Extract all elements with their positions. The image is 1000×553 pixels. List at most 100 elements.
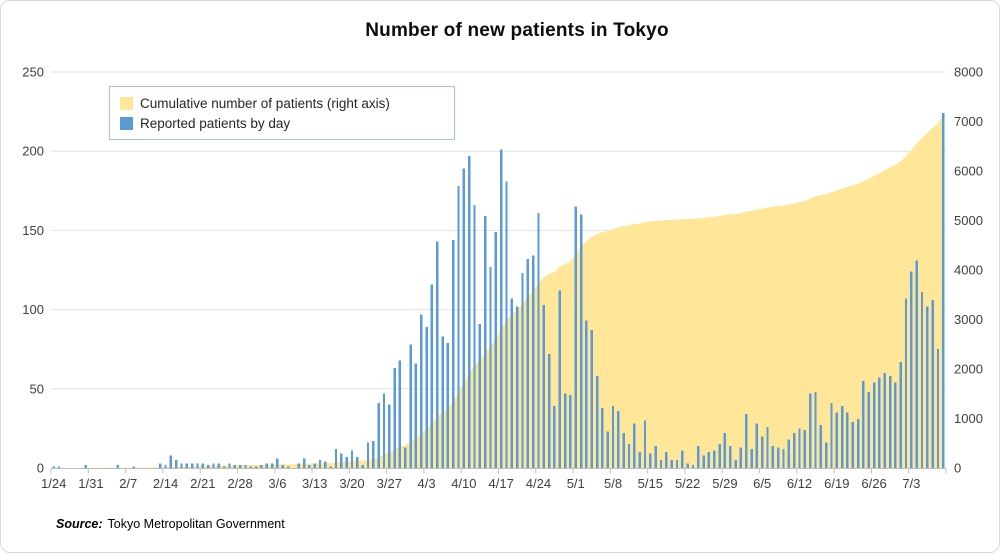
daily-bar	[414, 363, 418, 468]
daily-bar	[164, 464, 167, 468]
daily-bar	[792, 433, 796, 468]
daily-bar	[531, 255, 535, 468]
x-axis-date-label: 1/24	[41, 476, 66, 491]
daily-bar	[681, 450, 684, 468]
daily-bar	[686, 463, 689, 468]
daily-bar	[649, 453, 652, 468]
right-axis-tick-label: 6000	[954, 164, 983, 179]
daily-bar	[196, 463, 199, 468]
daily-bar	[398, 360, 402, 468]
daily-bar	[883, 372, 886, 468]
daily-bar	[601, 407, 604, 468]
daily-bar	[633, 423, 636, 468]
daily-bar	[824, 442, 828, 468]
daily-bar	[675, 460, 679, 468]
legend-item-daily: Reported patients by day	[120, 116, 444, 131]
daily-bar	[776, 447, 780, 468]
x-axis-date-label: 2/14	[153, 476, 178, 491]
daily-bar	[473, 205, 476, 468]
daily-bar	[329, 466, 332, 468]
daily-bar	[734, 460, 737, 468]
x-axis-date-label: 6/5	[753, 476, 771, 491]
daily-bar	[803, 429, 807, 468]
daily-bar	[872, 382, 876, 468]
daily-bar	[862, 380, 865, 468]
daily-bar	[622, 433, 625, 468]
x-axis-date-label: 6/26	[861, 476, 886, 491]
left-axis-tick-label: 250	[22, 65, 44, 80]
daily-bar	[563, 393, 567, 468]
daily-bar	[814, 391, 817, 468]
daily-bar	[52, 466, 55, 468]
daily-bar	[313, 463, 316, 468]
daily-bar	[254, 466, 258, 468]
daily-bar	[702, 455, 705, 468]
daily-bar	[830, 403, 833, 468]
daily-bar	[761, 436, 764, 468]
daily-bar	[553, 406, 556, 468]
daily-bar	[356, 456, 359, 468]
daily-bar	[718, 444, 721, 468]
daily-bar	[425, 327, 428, 468]
daily-bar	[729, 445, 732, 468]
daily-bar	[691, 464, 695, 468]
left-axis-tick-label: 200	[22, 144, 44, 159]
daily-bar	[697, 445, 700, 468]
daily-bar	[867, 391, 870, 468]
daily-bar	[238, 464, 242, 468]
daily-bar	[132, 466, 135, 468]
daily-bar	[515, 306, 519, 468]
x-axis-date-label: 5/22	[675, 476, 700, 491]
daily-bar	[297, 463, 300, 468]
daily-bar	[638, 452, 641, 468]
daily-bar	[276, 458, 279, 468]
right-axis-tick-label: 1000	[954, 411, 983, 426]
x-axis-date-label: 7/3	[902, 476, 920, 491]
x-axis-date-label: 5/15	[638, 476, 663, 491]
daily-bar	[606, 431, 609, 468]
daily-bar	[590, 330, 593, 468]
daily-bar	[270, 463, 274, 468]
daily-bar	[910, 271, 913, 468]
daily-bar	[366, 442, 370, 468]
daily-bar	[436, 241, 439, 468]
left-axis-tick-label: 50	[30, 381, 44, 396]
right-axis-tick-label: 5000	[954, 213, 983, 228]
daily-bar	[798, 428, 801, 468]
daily-bar	[526, 258, 529, 468]
daily-bar	[302, 458, 306, 468]
daily-bar	[920, 292, 924, 468]
daily-bar	[388, 404, 391, 468]
daily-bar	[627, 444, 631, 468]
daily-bar	[579, 214, 583, 468]
daily-bar	[936, 349, 940, 468]
daily-bar	[233, 464, 236, 468]
daily-bar	[84, 464, 87, 468]
right-axis-tick-label: 8000	[954, 65, 983, 80]
daily-bar	[483, 216, 487, 468]
daily-bar	[745, 414, 748, 468]
daily-bar	[286, 466, 290, 468]
daily-bar	[441, 336, 444, 468]
x-axis-date-label: 2/21	[190, 476, 215, 491]
daily-bar	[846, 412, 849, 468]
daily-bar	[409, 344, 412, 468]
daily-bar	[212, 463, 215, 468]
daily-bar	[457, 186, 460, 469]
daily-bar	[169, 455, 173, 468]
x-axis-date-label: 3/27	[377, 476, 402, 491]
daily-bar	[894, 382, 897, 468]
daily-bar	[324, 461, 327, 468]
daily-bar	[244, 464, 247, 468]
x-axis-date-label: 5/8	[604, 476, 622, 491]
source-note: Source: Tokyo Metropolitan Government	[56, 517, 285, 531]
left-axis-tick-label: 150	[22, 223, 44, 238]
daily-bar	[808, 393, 812, 468]
daily-bar	[888, 376, 892, 468]
right-axis-tick-label: 2000	[954, 362, 983, 377]
x-axis-date-label: 5/29	[712, 476, 737, 491]
daily-bar	[340, 453, 343, 468]
daily-bar	[260, 464, 263, 468]
daily-bar	[899, 361, 902, 468]
